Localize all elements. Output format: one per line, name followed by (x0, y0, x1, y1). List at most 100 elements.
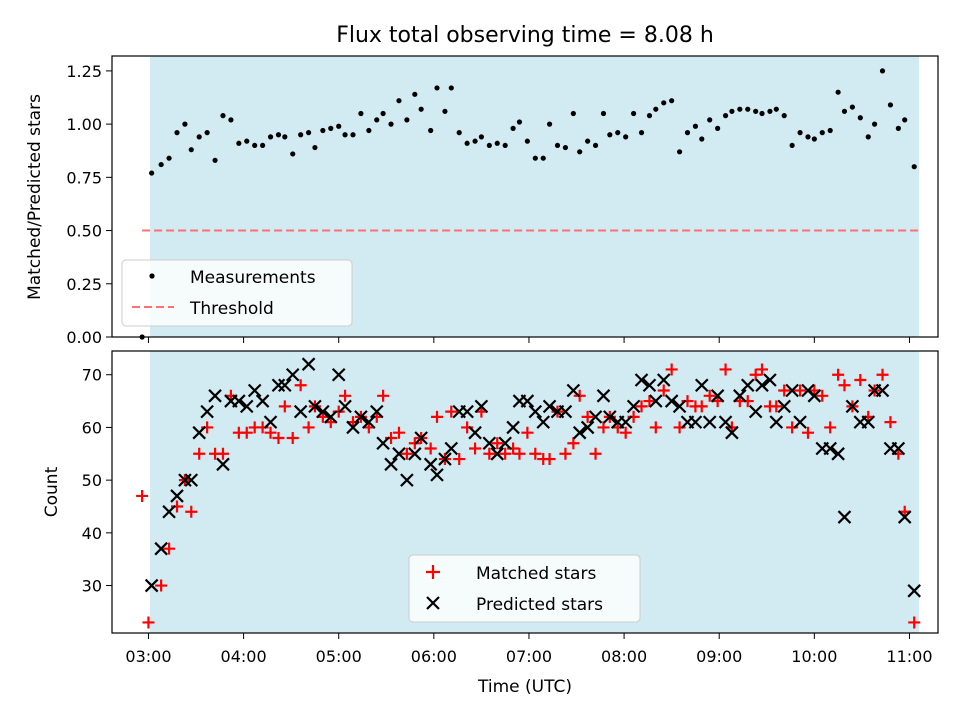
predicted-star-point (785, 383, 799, 398)
measurement-point (212, 157, 218, 163)
measurement-point (797, 130, 803, 136)
matched-star-point (302, 421, 315, 434)
matched-star-point (521, 426, 534, 439)
predicted-star-point (702, 415, 717, 429)
matched-star-point (529, 447, 542, 460)
measurement-point (577, 149, 583, 155)
measurement-point (607, 132, 613, 138)
predicted-star-point (184, 473, 199, 487)
predicted-star-point (656, 373, 671, 387)
ratio-marks (139, 68, 919, 340)
measurement-point (166, 155, 172, 161)
count-panel: 30 40 50 60 70 03:00 04:00 05:00 06:00 07:00 08:0… (42, 350, 939, 697)
matched-star-point (619, 426, 632, 439)
predicted-star-point (468, 425, 482, 440)
measurement-point (510, 125, 516, 131)
predicted-star-point (408, 447, 422, 461)
measurement-point (684, 130, 691, 136)
x-tick-label: 07:00 (506, 647, 552, 666)
predicted-star-point (192, 425, 206, 440)
matched-star-point (483, 447, 496, 460)
matched-star-point (643, 395, 656, 408)
predicted-star-point (542, 399, 557, 414)
count-legend-box (408, 554, 641, 623)
predicted-star-point (897, 510, 912, 524)
measurement-point (835, 89, 841, 95)
count-legend: Matched stars Predicted stars (408, 554, 641, 623)
measurement-point (358, 110, 364, 117)
x-tick-label: 06:00 (411, 647, 457, 666)
predicted-star-point (263, 415, 278, 429)
ratio-x-ticks (147, 337, 910, 343)
matched-star-point (816, 389, 829, 402)
predicted-star-point (845, 399, 860, 414)
measurement-point (887, 102, 894, 108)
y-tick-label: 0.00 (66, 328, 102, 347)
matched-star-point (339, 389, 352, 402)
measurement-point (805, 134, 811, 140)
legend-threshold-label: Threshold (189, 299, 274, 319)
matched-star-point (513, 447, 526, 460)
measurement-point (811, 136, 817, 142)
legend-measurements-marker (149, 273, 155, 279)
matched-star-point (400, 447, 413, 460)
predicted-star-point (566, 383, 581, 398)
predicted-star-point (376, 436, 390, 451)
predicted-star-point (823, 441, 837, 456)
matched-star-point (445, 405, 458, 418)
legend-predicted-marker (426, 596, 440, 610)
measurement-point (188, 147, 194, 153)
ratio-legend-box (121, 259, 353, 327)
measurement-point (374, 117, 380, 123)
count-panel-frame (111, 350, 939, 634)
matched-star-point (453, 453, 466, 466)
predicted-star-point (400, 473, 414, 487)
measurement-point (494, 140, 500, 146)
measurement-point (244, 138, 250, 144)
matched-star-point (193, 447, 206, 460)
measurement-point (380, 110, 386, 117)
x-tick-label: 08:00 (601, 647, 647, 666)
measurement-point (562, 144, 569, 151)
y-tick-label: 40 (82, 524, 102, 543)
x-tick-label: 03:00 (125, 647, 171, 666)
matched-star-point (824, 421, 837, 434)
measurement-point (464, 140, 470, 146)
measurement-point (298, 132, 304, 138)
measurement-point (350, 132, 356, 138)
predicted-star-point (362, 415, 376, 429)
measurement-point (692, 123, 699, 129)
x-tick-label: 05:00 (316, 647, 362, 666)
measurement-point (753, 108, 759, 114)
y-tick-label: 60 (82, 418, 102, 437)
predicted-star-point (710, 389, 725, 403)
matched-star-point (142, 616, 155, 629)
count-y-ticks: 30 40 50 60 70 (82, 366, 112, 596)
matched-star-point (703, 389, 716, 402)
matched-star-point (778, 384, 791, 397)
measurement-point (428, 127, 434, 134)
measurement-point (418, 106, 424, 112)
measurement-point (895, 125, 901, 131)
matched-star-point (756, 363, 769, 376)
matched-star-point (469, 442, 482, 455)
matched-star-point (908, 616, 921, 629)
ratio-panel: 0.00 0.25 0.50 0.75 1.00 1.25 Matched/Predict… (25, 55, 939, 347)
predicted-star-point (634, 373, 649, 387)
predicted-star-point (626, 399, 641, 414)
matched-star-point (240, 426, 253, 439)
count-marks (136, 357, 921, 629)
predicted-star-point (837, 510, 852, 524)
predicted-star-point (482, 436, 497, 451)
predicted-star-point (807, 389, 822, 403)
matched-star-point (838, 379, 851, 392)
predicted-star-point (769, 415, 784, 429)
predicted-star-point (232, 394, 246, 408)
matched-star-point (719, 363, 732, 376)
measurement-point (502, 142, 508, 149)
predicted-star-point (672, 399, 687, 414)
measurement-point (646, 113, 653, 119)
predicted-star-point (558, 404, 573, 419)
predicted-star-point (694, 378, 709, 393)
measurement-point (174, 130, 180, 136)
